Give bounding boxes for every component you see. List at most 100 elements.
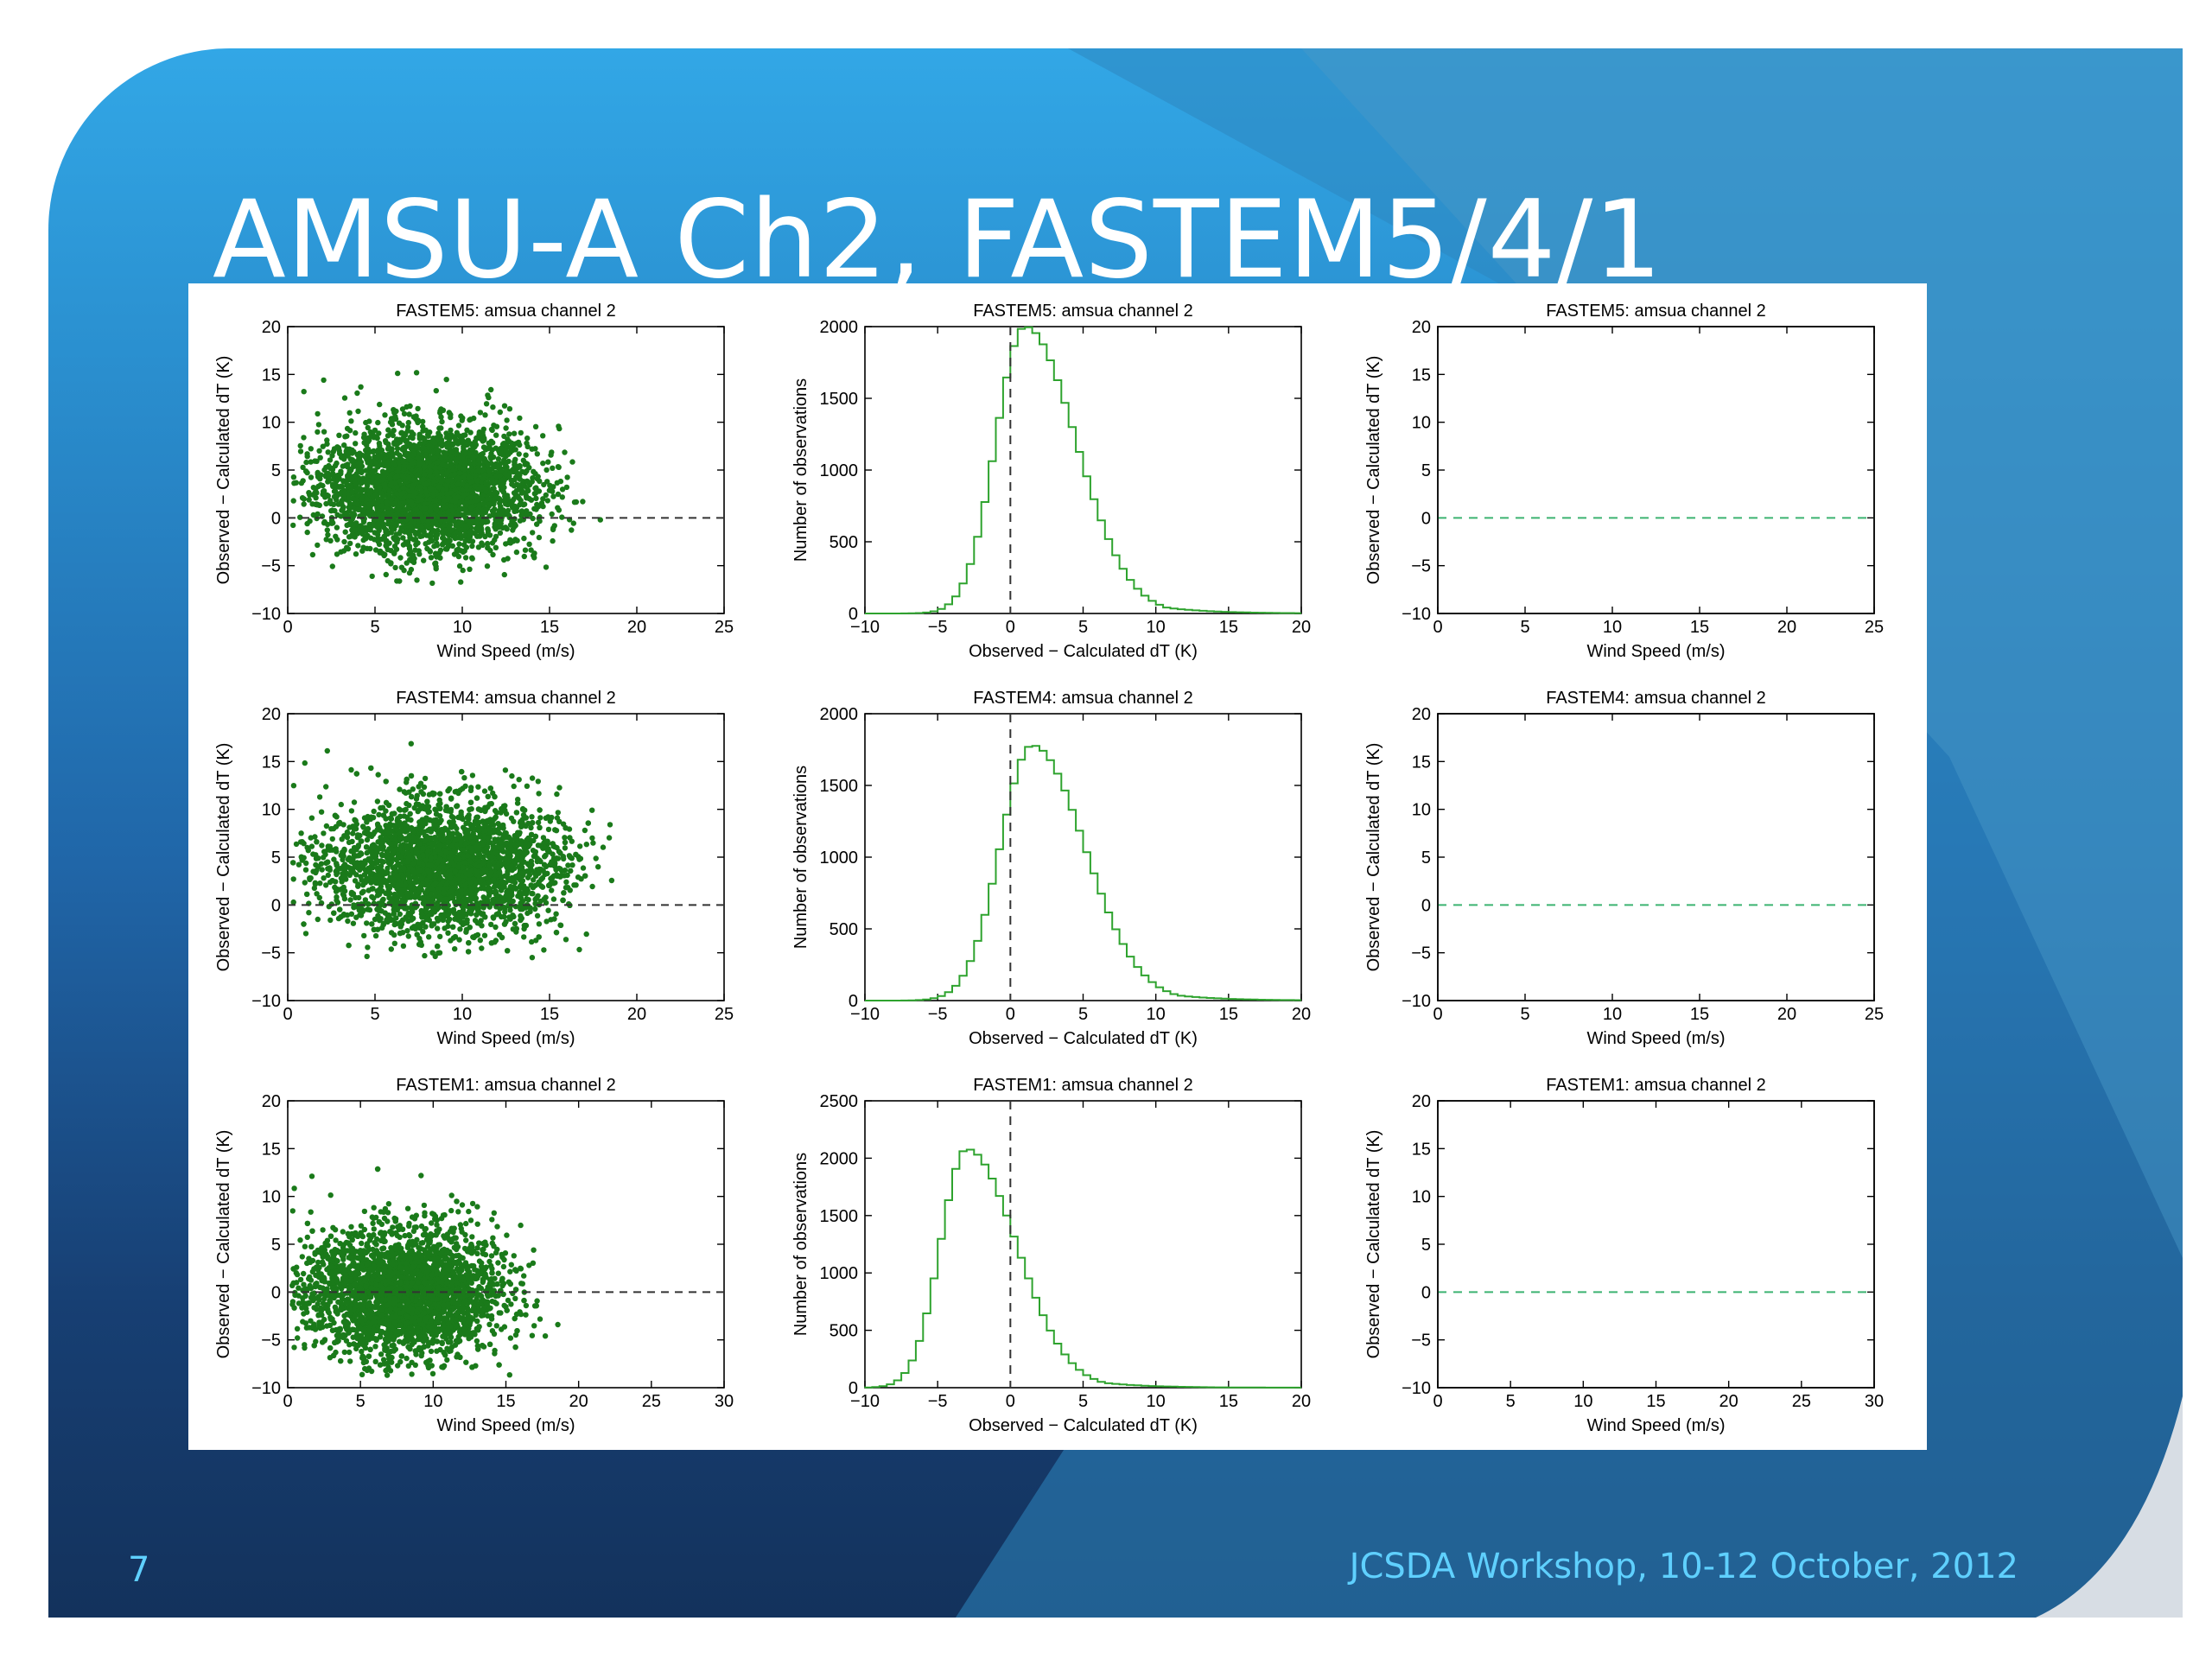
scatter-point (439, 418, 445, 425)
scatter-point (296, 861, 302, 868)
scatter-point (445, 478, 451, 484)
scatter-point (300, 464, 306, 471)
scatter-point (488, 461, 494, 467)
scatter-point (390, 432, 396, 439)
scatter-point (540, 503, 546, 510)
scatter-point (330, 501, 337, 507)
scatter-point (448, 414, 454, 421)
scatter-point (354, 501, 360, 507)
scatter-point (448, 448, 455, 454)
scatter-point (441, 527, 447, 533)
chart-3: 0 5 10 15 20 25 −10 −5 0 5 10 15 20 FASTEM5: amsua ch… (1364, 302, 1884, 661)
scatter-point (536, 488, 543, 494)
y-tick-label: −10 (251, 605, 281, 624)
scatter-point (396, 514, 402, 520)
y-tick-label: 15 (1412, 365, 1431, 385)
scatter-point (358, 384, 364, 390)
scatter-point (412, 512, 418, 518)
y-tick-label: 2000 (820, 318, 859, 337)
y-axis-label: Observed − Calculated dT (K) (214, 743, 233, 972)
scatter-point (397, 555, 404, 561)
scatter-point (333, 533, 339, 539)
scatter-point (496, 461, 502, 468)
scatter-point (407, 403, 413, 410)
scatter-point (534, 451, 540, 457)
scatter-point (473, 525, 480, 531)
scatter-point (378, 447, 385, 454)
scatter-point (524, 435, 531, 442)
scatter-point (473, 493, 479, 499)
scatter-point (521, 553, 527, 560)
scatter-point (423, 488, 429, 495)
scatter-point (350, 495, 356, 502)
scatter-point (418, 515, 425, 521)
scatter-point (563, 484, 570, 491)
scatter-point (453, 522, 459, 529)
scatter-point (420, 423, 426, 429)
scatter-point (438, 518, 444, 524)
scatter-point (454, 475, 461, 481)
scatter-point (507, 500, 513, 506)
scatter-point (512, 522, 518, 529)
scatter-point (290, 498, 296, 504)
scatter-point (524, 479, 531, 485)
x-tick-label: 25 (715, 618, 734, 637)
scatter-point (570, 520, 576, 526)
scatter-point (428, 531, 434, 537)
scatter-point (303, 459, 309, 466)
scatter-point (431, 479, 437, 485)
scatter-point (349, 489, 355, 495)
scatter-point (379, 493, 386, 500)
scatter-point (312, 458, 318, 464)
scatter-point (297, 442, 303, 449)
scatter-point (351, 521, 357, 527)
scatter-point (424, 518, 431, 525)
scatter-point (474, 468, 481, 474)
scatter-point (502, 512, 508, 518)
scatter-point (297, 514, 303, 520)
scatter-point (347, 505, 354, 511)
scatter-point (290, 522, 296, 529)
scatter-point (401, 436, 407, 442)
scatter-point (420, 476, 427, 482)
scatter-point (455, 481, 461, 487)
scatter-point (428, 555, 435, 561)
scatter-point (315, 511, 321, 518)
y-tick-label: 5 (271, 849, 281, 868)
scatter-point (385, 433, 391, 439)
y-tick-label: −5 (261, 557, 281, 576)
scatter-point (344, 425, 351, 432)
scatter-point (533, 495, 539, 501)
scatter-point (461, 542, 467, 548)
scatter-point (354, 390, 360, 397)
scatter-point (503, 448, 509, 454)
scatter-point (528, 547, 534, 553)
scatter-point (490, 404, 496, 410)
scatter-point (443, 462, 450, 469)
scatter-point (335, 501, 341, 507)
scatter-point (376, 527, 382, 534)
scatter-points (290, 370, 603, 587)
scatter-point (371, 500, 377, 506)
scatter-point (421, 557, 427, 563)
scatter-point (376, 440, 383, 447)
scatter-point (429, 486, 435, 492)
y-tick-label: 1500 (820, 390, 859, 409)
scatter-point (376, 512, 382, 518)
scatter-point (367, 459, 374, 465)
scatter-point (498, 517, 505, 524)
scatter-point (479, 540, 485, 546)
scatter-point (504, 417, 510, 423)
scatter-point (493, 512, 499, 518)
scatter-point (382, 412, 388, 418)
scatter-point (331, 856, 337, 862)
scatter-point (413, 370, 420, 376)
scatter-point (432, 440, 438, 446)
scatter-point (397, 454, 404, 460)
scatter-point (315, 422, 322, 428)
scatter-point (488, 921, 494, 928)
y-tick-label: −5 (261, 944, 281, 963)
scatter-point (446, 524, 453, 531)
scatter-point (463, 515, 469, 521)
scatter-point (430, 491, 436, 497)
